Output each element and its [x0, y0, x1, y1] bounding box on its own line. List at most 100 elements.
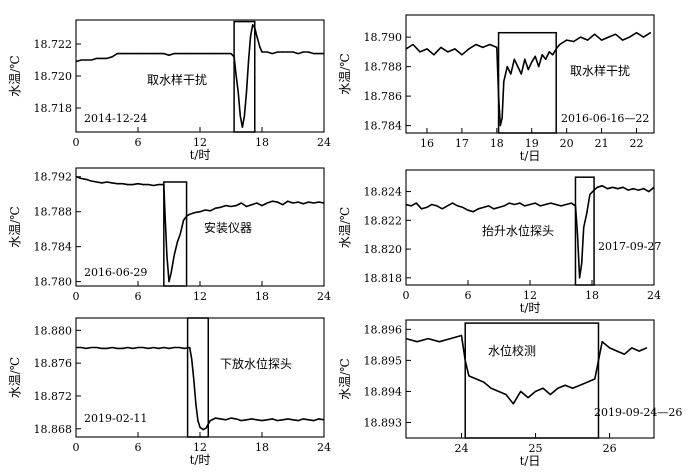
x-tick-label: 12: [523, 289, 537, 302]
disturbance-box: [163, 181, 188, 287]
data-point: [623, 353, 625, 355]
data-point: [241, 126, 243, 128]
data-point: [220, 418, 222, 420]
data-point: [111, 182, 113, 184]
data-point: [477, 208, 479, 210]
y-tick-label: 18.880: [34, 324, 73, 337]
disturbance-box: [464, 322, 600, 439]
data-point: [271, 200, 273, 202]
data-point: [594, 33, 596, 35]
data-point: [482, 206, 485, 208]
data-point: [513, 203, 516, 206]
data-point: [302, 203, 304, 205]
data-point: [539, 205, 541, 207]
data-point: [214, 207, 217, 209]
data-point: [90, 346, 93, 349]
data-point: [538, 66, 540, 68]
data-point: [250, 35, 252, 37]
data-point: [183, 53, 186, 55]
x-tick-label: 24: [317, 136, 331, 149]
data-point: [214, 417, 217, 419]
data-point: [197, 419, 199, 422]
data-point: [193, 378, 195, 381]
data-point: [441, 208, 443, 210]
data-point: [544, 203, 547, 206]
y-axis-title: 水温/℃: [8, 55, 22, 96]
data-point: [230, 53, 232, 55]
data-point: [142, 184, 144, 186]
data-point: [127, 346, 129, 349]
data-point: [204, 209, 206, 211]
y-tick-label: 18.788: [34, 206, 73, 219]
data-point: [237, 91, 239, 93]
data-point: [489, 43, 491, 46]
data-point: [653, 186, 654, 188]
data-point: [323, 419, 324, 421]
data-point: [297, 201, 299, 203]
data-point: [287, 200, 289, 202]
data-point: [571, 387, 574, 389]
data-point: [111, 56, 113, 58]
data-point: [632, 188, 634, 190]
data-point: [152, 53, 155, 55]
data-point: [209, 53, 211, 55]
data-point: [256, 202, 258, 204]
data-point: [555, 203, 557, 206]
data-point: [209, 210, 211, 212]
data-point: [488, 205, 490, 207]
data-point: [235, 75, 237, 77]
data-point: [168, 281, 170, 283]
data-point: [406, 48, 407, 50]
data-point: [76, 346, 77, 349]
y-axis-title: 水温/℃: [338, 358, 352, 399]
x-axis-title: t/时: [520, 301, 541, 315]
data-point: [416, 341, 418, 343]
data-point: [189, 346, 191, 349]
data-point: [482, 46, 484, 49]
data-point: [427, 338, 429, 340]
data-point: [570, 202, 572, 204]
data-point: [462, 206, 464, 208]
data-point: [461, 54, 463, 56]
data-point: [80, 59, 82, 61]
data-point: [606, 188, 609, 190]
data-point: [510, 73, 512, 75]
x-tick-label: 17: [455, 137, 469, 150]
annotation-label: 安装仪器: [204, 220, 252, 235]
y-tick-label: 18.790: [364, 31, 403, 44]
data-point: [617, 188, 619, 190]
disturbance-box: [574, 176, 595, 286]
panel-1: 0 6 12 18 24 18.718 18.720 18.722 t/时 水温/℃ 取水样干扰 20…: [8, 19, 331, 162]
y-tick-label: 18.780: [34, 276, 73, 289]
data-point: [116, 183, 118, 185]
data-point: [220, 206, 222, 208]
y-tick-label: 18.894: [364, 385, 403, 398]
date-label: 2014-12-24: [84, 112, 147, 125]
data-point: [261, 204, 263, 207]
x-tick-label: 18: [255, 290, 269, 303]
data-point: [468, 375, 470, 377]
data-point: [176, 241, 178, 243]
data-point: [406, 338, 407, 340]
panel-3: 0 6 12 18 24 18.780 18.784 18.788 18.792 水温/℃ 安装仪器…: [8, 167, 331, 303]
x-tick-label: 6: [135, 441, 142, 454]
data-point: [209, 419, 211, 422]
data-point: [282, 204, 284, 206]
y-tick-label: 18.872: [34, 390, 73, 403]
data-point: [506, 66, 508, 68]
y-tick-label: 18.784: [34, 241, 73, 254]
data-point: [583, 226, 585, 229]
data-point: [225, 53, 227, 55]
panel-6: 24 25 26 18.893 18.894 18.895 18.896 t/日 水温/℃ 水位校…: [338, 319, 682, 468]
data-point: [420, 208, 423, 210]
y-axis-title: 水温/℃: [8, 357, 22, 398]
data-point: [121, 53, 124, 55]
x-axis-title: t/时: [190, 453, 211, 467]
data-point: [531, 61, 533, 63]
x-tick-label: 22: [630, 137, 644, 150]
data-point: [579, 384, 581, 386]
data-point: [205, 427, 207, 429]
data-point: [501, 117, 503, 119]
data-point: [220, 53, 222, 55]
data-point: [116, 347, 118, 349]
